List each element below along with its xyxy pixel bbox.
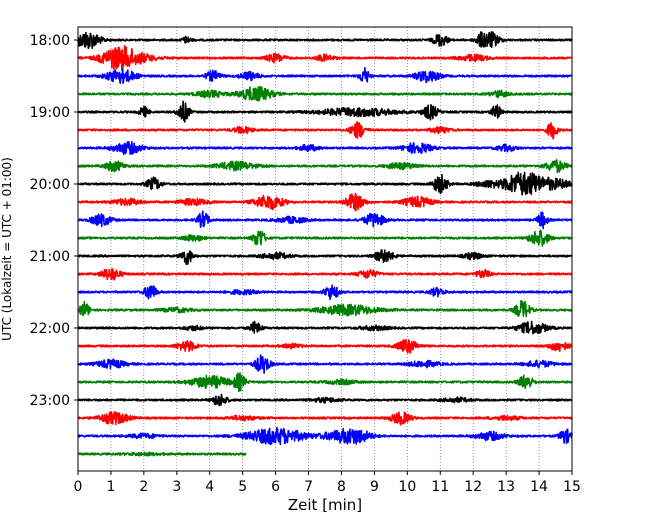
y-axis-label: UTC (Lokalzeit = UTC + 01:00) — [0, 157, 14, 341]
x-tick-label: 7 — [304, 479, 313, 495]
y-tick-label: 18:00 — [30, 33, 70, 49]
plot-background — [78, 27, 572, 471]
trace-2230 — [77, 354, 573, 374]
trace-1930 — [77, 140, 573, 156]
y-tick-label: 19:00 — [30, 105, 70, 121]
trace-1830 — [77, 66, 573, 85]
trace-2000 — [77, 171, 573, 196]
trace-1945 — [77, 159, 573, 174]
x-tick-label: 14 — [530, 479, 548, 495]
x-axis: 0 1 2 3 4 5 6 7 8 9 10 11 12 13 14 15 — [74, 471, 581, 495]
x-tick-label: 1 — [106, 479, 115, 495]
trace-1900 — [77, 100, 573, 123]
x-tick-label: 2 — [139, 479, 148, 495]
x-axis-label: Zeit [min] — [288, 496, 362, 514]
plot-frame — [77, 26, 573, 472]
x-tick-label: 10 — [398, 479, 416, 495]
grid-lines — [110, 27, 540, 471]
y-axis: 18:00 19:00 20:00 21:00 22:00 23:00 — [30, 33, 78, 409]
x-tick-label: 5 — [238, 479, 247, 495]
trace-2300 — [77, 393, 573, 407]
y-tick-label: 21:00 — [30, 249, 70, 265]
y-tick-label: 20:00 — [30, 177, 70, 193]
trace-1845 — [77, 85, 573, 102]
seismogram-traces — [77, 31, 573, 457]
trace-2330 — [77, 426, 573, 446]
x-tick-label: 4 — [205, 479, 214, 495]
trace-1815 — [77, 45, 573, 71]
trace-2315 — [77, 411, 573, 426]
trace-2345 — [77, 451, 247, 457]
trace-2115 — [77, 268, 573, 281]
trace-2100 — [77, 249, 573, 266]
x-tick-label: 6 — [271, 479, 280, 495]
trace-2200 — [77, 320, 573, 335]
x-tick-label: 3 — [172, 479, 181, 495]
x-tick-label: 13 — [497, 479, 515, 495]
trace-2045 — [77, 229, 573, 247]
trace-2245 — [77, 372, 573, 393]
x-tick-label: 0 — [74, 479, 83, 495]
y-tick-label: 22:00 — [30, 321, 70, 337]
x-tick-label: 15 — [563, 479, 581, 495]
x-tick-label: 9 — [370, 479, 379, 495]
trace-2145 — [77, 299, 573, 318]
x-tick-label: 11 — [431, 479, 449, 495]
trace-1915 — [77, 121, 573, 140]
trace-2215 — [77, 339, 573, 354]
trace-2130 — [77, 284, 573, 301]
trace-1800 — [77, 31, 573, 50]
x-tick-label: 12 — [464, 479, 482, 495]
y-tick-label: 23:00 — [30, 393, 70, 409]
trace-2030 — [77, 210, 573, 230]
trace-2015 — [77, 192, 573, 212]
x-tick-label: 8 — [337, 479, 346, 495]
